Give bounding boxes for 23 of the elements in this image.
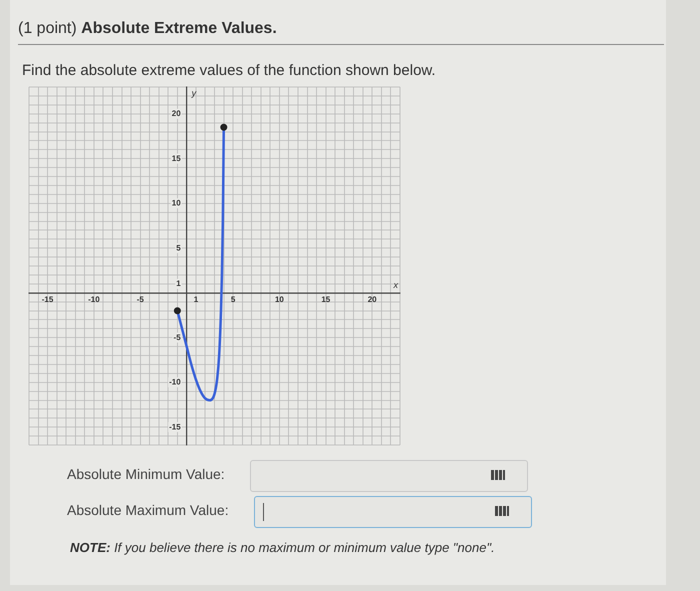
x-tick-label: 1 — [194, 294, 199, 304]
text: Absolute Maximum Value: — [67, 502, 229, 518]
y-tick-label: -15 — [169, 422, 182, 432]
chart-subtitle: Find the absolute extreme values of the function shown below. — [22, 62, 436, 79]
x-tick-label: -10 — [88, 294, 100, 304]
y-axis-title: y — [190, 88, 197, 98]
x-tick-label: 10 — [274, 294, 284, 304]
x-tick-label: 15 — [321, 294, 331, 304]
y-tick-label: 15 — [172, 154, 182, 163]
text: NOTE: If you believe there is no maximum or minimum value type "none". — [70, 540, 495, 555]
x-tick-label: 20 — [368, 294, 378, 304]
y-tick-label: 20 — [172, 109, 182, 118]
y-tick-label: -5 — [174, 332, 182, 342]
y-tick-label: -10 — [169, 378, 182, 387]
x-tick-label: 5 — [230, 294, 236, 304]
chart-title: (1 point) Absolute Extreme Values. — [18, 20, 277, 38]
y-tick-label: 5 — [176, 243, 182, 252]
text: Absolute Minimum Value: — [67, 466, 225, 482]
y-tick-label: 1 — [176, 279, 182, 288]
y-tick-label: 10 — [172, 198, 182, 208]
x-tick-label: -5 — [136, 294, 144, 304]
x-axis-title: x — [392, 280, 398, 290]
x-tick-label: -15 — [42, 294, 54, 304]
